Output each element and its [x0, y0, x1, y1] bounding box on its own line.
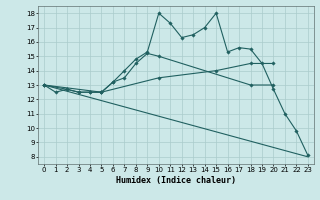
X-axis label: Humidex (Indice chaleur): Humidex (Indice chaleur) [116, 176, 236, 185]
